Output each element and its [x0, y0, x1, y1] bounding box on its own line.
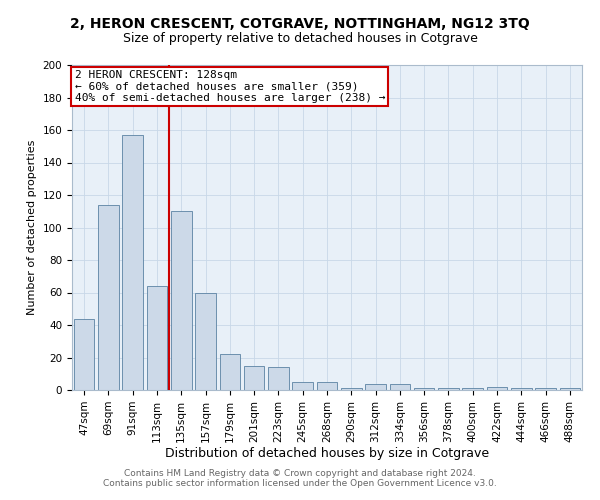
Bar — [98, 205, 119, 390]
Bar — [463, 388, 483, 390]
Bar — [146, 286, 167, 390]
Bar — [195, 292, 216, 390]
Bar — [341, 388, 362, 390]
Bar — [220, 354, 240, 390]
Bar — [268, 367, 289, 390]
Bar — [317, 382, 337, 390]
Bar — [535, 388, 556, 390]
Bar — [74, 318, 94, 390]
Bar — [292, 382, 313, 390]
X-axis label: Distribution of detached houses by size in Cotgrave: Distribution of detached houses by size … — [165, 448, 489, 460]
Y-axis label: Number of detached properties: Number of detached properties — [27, 140, 37, 315]
Text: 2 HERON CRESCENT: 128sqm
← 60% of detached houses are smaller (359)
40% of semi-: 2 HERON CRESCENT: 128sqm ← 60% of detach… — [74, 70, 385, 103]
Bar — [560, 388, 580, 390]
Bar — [438, 388, 459, 390]
Bar — [365, 384, 386, 390]
Text: Size of property relative to detached houses in Cotgrave: Size of property relative to detached ho… — [122, 32, 478, 45]
Bar — [389, 384, 410, 390]
Text: 2, HERON CRESCENT, COTGRAVE, NOTTINGHAM, NG12 3TQ: 2, HERON CRESCENT, COTGRAVE, NOTTINGHAM,… — [70, 18, 530, 32]
Bar — [511, 388, 532, 390]
Bar — [487, 387, 508, 390]
Bar — [171, 211, 191, 390]
Bar — [414, 388, 434, 390]
Bar — [244, 366, 265, 390]
Text: Contains HM Land Registry data © Crown copyright and database right 2024.: Contains HM Land Registry data © Crown c… — [124, 468, 476, 477]
Bar — [122, 135, 143, 390]
Text: Contains public sector information licensed under the Open Government Licence v3: Contains public sector information licen… — [103, 478, 497, 488]
